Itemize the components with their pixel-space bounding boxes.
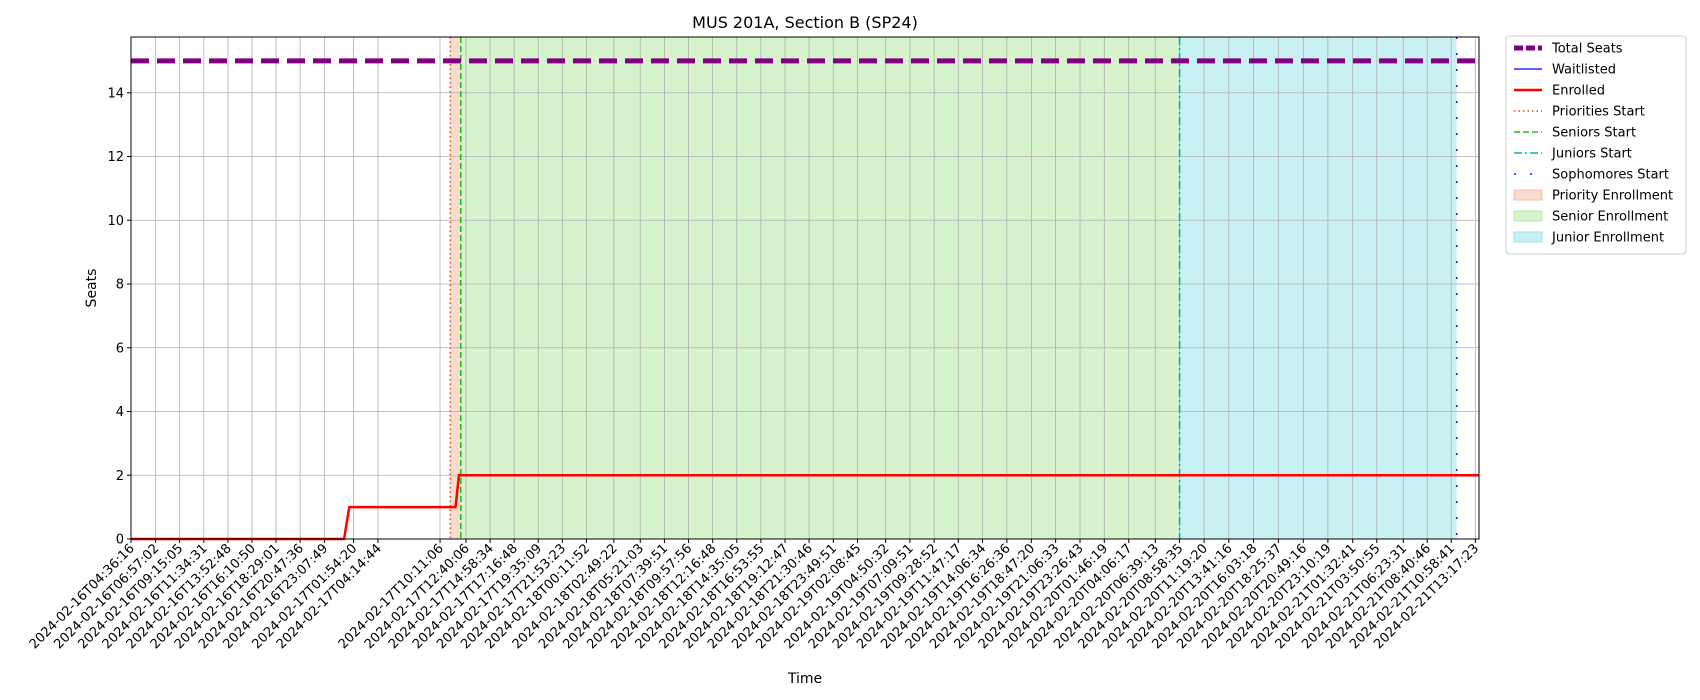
legend-label-total-seats: Total Seats [1551,42,1623,57]
legend-label-priorities-start: Priorities Start [1552,105,1645,120]
legend-swatch-junior-enrollment [1513,231,1543,243]
y-tick-label: 8 [116,278,124,293]
grid-lines [130,37,1479,540]
y-tick-label: 6 [116,341,124,356]
chart-title: MUS 201A, Section B (SP24) [692,13,918,32]
legend-label-sophomores-start: Sophomores Start [1552,168,1669,183]
y-tick-label: 2 [116,469,124,484]
legend-label-senior-enrollment: Senior Enrollment [1552,210,1668,225]
legend-box [1505,35,1687,255]
y-axis-label: Seats [84,269,100,308]
legend-label-enrolled: Enrolled [1552,84,1605,99]
legend-swatch-senior-enrollment [1513,210,1543,222]
legend-label-waitlisted: Waitlisted [1552,63,1616,78]
legend: Total Seats Waitlisted Enrolled Priorities … [1505,35,1687,255]
y-tick-label: 4 [116,405,124,420]
y-tick-label: 10 [107,214,124,229]
phase-markers [449,37,1458,539]
region-senior-enrollment [460,37,1180,539]
y-tick-label: 12 [107,150,124,165]
region-junior-enrollment [1179,37,1457,539]
legend-label-priority-enrollment: Priority Enrollment [1552,189,1673,204]
region-priority-enrollment [450,37,461,539]
axes-frame [130,36,1480,540]
y-tick-label: 14 [107,86,124,101]
legend-swatch-priority-enrollment [1513,189,1543,201]
y-tick-label: 0 [116,533,124,548]
legend-label-juniors-start: Juniors Start [1551,147,1632,162]
x-axis-label: Time [787,671,822,687]
enrollment-regions [450,37,1457,539]
legend-label-junior-enrollment: Junior Enrollment [1551,231,1664,246]
x-axis-ticks: 2024-02-16T04:36:162024-02-16T06:57:0220… [27,539,1482,652]
legend-label-seniors-start: Seniors Start [1552,126,1636,141]
y-axis-ticks: 0 2 4 6 8 10 12 14 [107,86,131,548]
